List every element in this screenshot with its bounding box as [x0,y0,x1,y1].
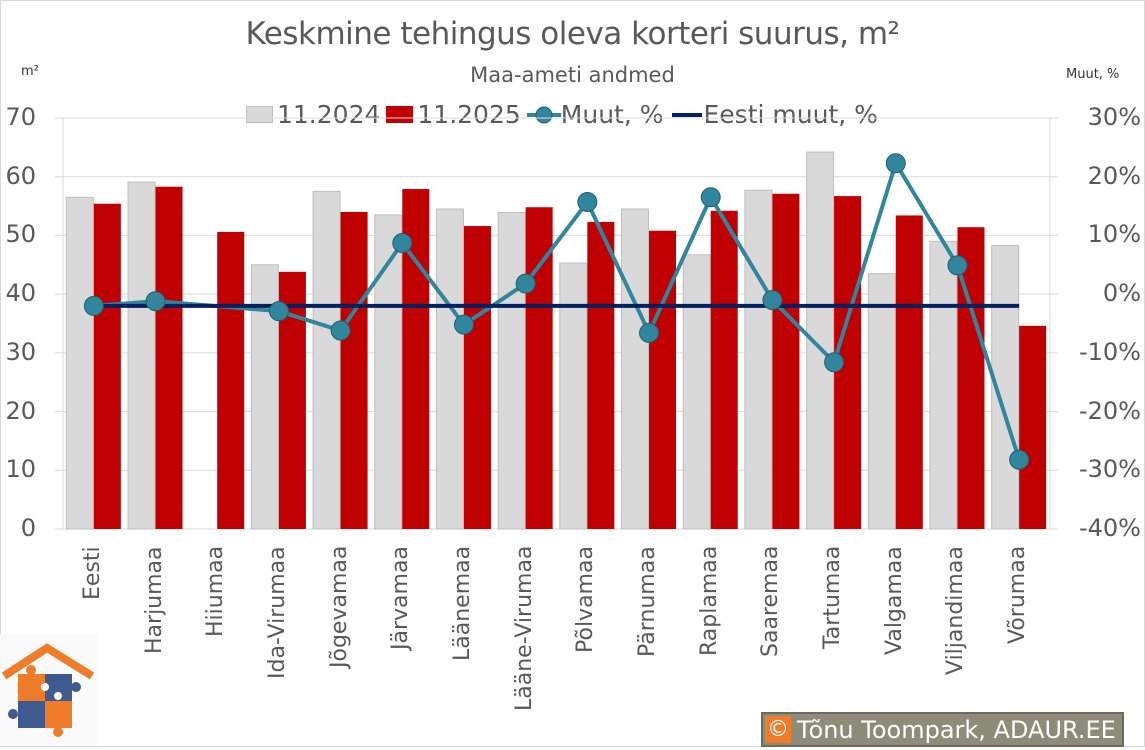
copyright-icon: © [765,716,791,743]
y-tick-label: 40 [5,279,36,308]
bar-2025 [895,215,923,530]
bar-2025 [340,211,368,529]
bar-2024 [127,181,156,530]
legend-item-muut: Muut, % [526,100,664,129]
y2-tick-label: -30% [1078,455,1141,484]
bar-2025 [772,193,800,529]
x-tick-label: Hiiumaa [203,545,229,637]
bar-2025 [525,207,553,529]
x-tick-label: Viljandimaa [943,546,969,675]
bar-2025 [710,210,738,530]
legend-item-eesti-muut: Eesti muut, % [670,100,878,129]
bar-2024 [374,214,403,530]
chart-subtitle: Maa-ameti andmed [470,63,675,87]
bar-2025 [649,230,677,529]
y2-tick-label: -20% [1078,396,1141,425]
muut-marker [700,187,721,208]
bar-2024 [435,208,464,530]
x-tick-label: Raplamaa [696,545,722,656]
logo-icon [1,643,95,737]
y-tick-label: 0 [20,514,36,542]
x-tick-label: Põlvamaa [573,546,599,653]
bar-2024 [65,196,94,530]
bar-2024 [312,190,341,530]
y-tick-label: 50 [5,220,36,249]
y-tick-label: 60 [5,161,36,190]
y2-tick-label: 10% [1087,220,1141,249]
house-puzzle-logo [0,634,98,746]
y2-tick-label: 20% [1087,161,1141,190]
x-tick-label: Lääne-Virumaa [511,545,537,711]
legend: 11.2024 11.2025 Muut, % Eesti muut, % [246,100,884,129]
bar-2025 [463,226,491,529]
muut-marker [885,153,906,174]
bar-2024 [497,212,526,530]
bar-2024 [744,189,773,530]
bar-2025 [587,221,615,529]
muut-marker [268,301,289,322]
x-tick-label: Võrumaa [1005,545,1031,644]
legend-line-icon [671,112,702,117]
bar-2024 [621,208,650,530]
muut-marker [762,290,783,311]
bar-2025 [1019,325,1047,529]
muut-marker [145,291,166,312]
chart-title: Keskmine tehingus oleva korteri suurus, … [245,16,900,52]
credit-badge: © Tõnu Toompark, ADAUR.EE [761,712,1124,747]
legend-label: 11.2025 [417,100,521,129]
x-tick-label: Läänemaa [449,545,475,661]
bar-2025 [93,203,121,530]
legend-item-2025: 11.2025 [386,100,521,129]
y-tick-label: 30 [5,337,36,366]
x-tick-label: Ida-Virumaa [264,546,290,679]
x-tick-label: Harjumaa [141,546,167,654]
x-tick-label: Jõgevamaa [326,545,352,668]
x-tick-label: Tartumaa [820,545,846,649]
muut-marker [639,322,660,343]
bar-2024 [867,273,896,530]
y2-tick-label: -10% [1078,337,1141,366]
left-axis-unit: m² [21,64,39,79]
x-tick-label: Valgamaa [881,546,907,655]
muut-marker [1009,449,1030,470]
muut-marker [947,255,968,276]
y2-tick-label: 0% [1102,279,1141,308]
legend-item-2024: 11.2024 [246,100,380,129]
x-tick-label: Eesti [79,546,105,600]
muut-marker [83,295,104,316]
x-tick-label: Järvamaa [388,546,414,650]
y-tick-label: 20 [5,396,36,425]
legend-swatch-red [386,106,414,123]
bar-2024 [929,240,958,530]
bar-2024 [682,254,711,530]
muut-marker [515,273,536,294]
muut-marker [330,320,351,341]
y-tick-label: 70 [5,103,36,131]
muut-marker [577,191,598,212]
credit-text: Tõnu Toompark, ADAUR.EE [797,715,1116,744]
legend-swatch-grey [246,106,273,123]
y-tick-label: 10 [5,455,36,484]
legend-label: Muut, % [560,100,664,129]
bar-2025 [217,231,245,530]
bar-2025 [155,186,183,529]
muut-marker [453,314,474,335]
legend-label: 11.2024 [277,100,381,129]
x-tick-label: Saaremaa [758,545,784,657]
muut-marker [392,233,413,254]
x-tick-label: Pärnumaa [635,546,661,657]
bar-2024 [559,262,588,530]
y2-tick-label: 30% [1087,103,1141,131]
y2-tick-label: -40% [1078,514,1141,542]
muut-marker [824,352,845,373]
right-axis-unit: Muut, % [1066,67,1120,82]
legend-label: Eesti muut, % [703,100,878,129]
